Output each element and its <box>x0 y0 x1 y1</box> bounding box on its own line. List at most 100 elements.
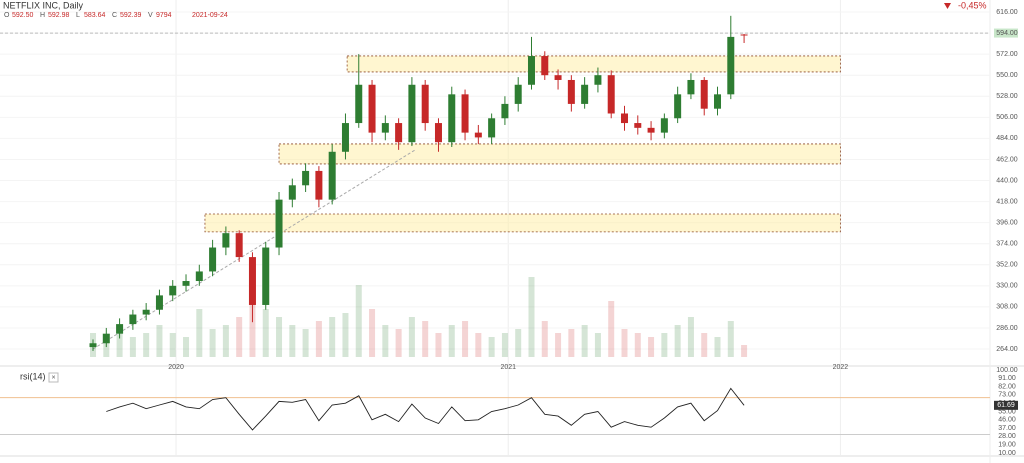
candle-body <box>341 123 349 152</box>
candle-body <box>222 233 230 248</box>
trendline <box>92 149 416 350</box>
candle-body <box>195 271 203 282</box>
legend-key: V <box>148 12 153 19</box>
legend-key: C <box>112 12 117 19</box>
y-tick-label: 374.00 <box>996 241 1018 248</box>
volume-bar <box>196 309 203 357</box>
y-tick-label: 264.00 <box>996 346 1018 353</box>
volume-bar <box>183 337 190 357</box>
candle-body <box>275 199 283 248</box>
candle-body <box>129 314 137 325</box>
down-arrow <box>944 3 951 9</box>
y-tick-label: 418.00 <box>996 198 1018 205</box>
volume-bar <box>674 325 681 357</box>
volume-bar <box>222 325 229 357</box>
candle-body <box>182 281 190 286</box>
candle-body <box>142 309 150 315</box>
candle-body <box>421 84 429 124</box>
volume-bar <box>448 325 455 357</box>
volume-bar <box>382 325 389 357</box>
y-tick-label: 352.00 <box>996 262 1018 269</box>
candle-body <box>381 123 389 133</box>
candle-body <box>700 79 708 109</box>
legend-key: H <box>40 12 45 19</box>
volume-bar <box>488 337 495 357</box>
volume-bar <box>608 301 615 357</box>
volume-bar <box>661 333 668 357</box>
volume-bar <box>302 329 309 357</box>
volume-bar <box>116 329 123 357</box>
volume-bar <box>169 333 176 357</box>
candle-body <box>395 123 403 143</box>
candle-body <box>514 84 522 104</box>
candle-body <box>155 295 163 310</box>
candle-body <box>355 84 363 124</box>
x-tick-label: 2020 <box>168 364 184 371</box>
candle-body <box>554 75 562 80</box>
y-tick-label: 484.00 <box>996 135 1018 142</box>
rsi-tick-label: 55.00 <box>998 408 1016 415</box>
candle-body <box>368 84 376 133</box>
candle-body <box>620 113 628 124</box>
volume-bar <box>528 277 535 357</box>
volume-bar <box>129 337 136 357</box>
candle-body <box>448 94 456 143</box>
candle-body <box>169 285 177 296</box>
volume-bar <box>236 317 243 357</box>
volume-bar <box>515 329 522 357</box>
zone <box>204 213 841 233</box>
volume-bar <box>315 321 322 357</box>
candle-body <box>634 123 642 128</box>
rsi-tick-label: 100.00 <box>996 367 1018 374</box>
volume-bar <box>621 329 628 357</box>
volume-bar <box>462 321 469 357</box>
volume-bar <box>475 333 482 357</box>
rsi-tick-label: 37.00 <box>998 425 1016 432</box>
candle-body <box>567 79 575 104</box>
rsi-tick-label: 73.00 <box>998 392 1016 399</box>
candle-body <box>116 324 124 334</box>
change: -0,45% <box>958 0 987 10</box>
volume-bar <box>262 309 269 357</box>
volume-bar <box>701 333 708 357</box>
y-tick-label: 308.00 <box>996 304 1018 311</box>
y-tick-label: 550.00 <box>996 72 1018 79</box>
volume-bar <box>355 285 362 357</box>
rsi-title: rsi(14) <box>20 371 46 381</box>
y-tick-label: 528.00 <box>996 93 1018 100</box>
legend-key: L <box>76 12 80 19</box>
volume-bar <box>369 309 376 357</box>
y-tick-label: 286.00 <box>996 325 1018 332</box>
volume-bar <box>329 317 336 357</box>
volume-bar <box>422 321 429 357</box>
volume-bar <box>568 329 575 357</box>
rsi-tick-label: 28.00 <box>998 433 1016 440</box>
volume-bar <box>687 317 694 357</box>
rsi-tick-label: 46.00 <box>998 417 1016 424</box>
zone <box>346 55 841 73</box>
candle-body <box>474 132 482 138</box>
y-tick-label: 330.00 <box>996 283 1018 290</box>
y-tick-label: 462.00 <box>996 156 1018 163</box>
y-tick-label: 440.00 <box>996 177 1018 184</box>
rsi-tick-label: 82.00 <box>998 383 1016 390</box>
rsi-current-label: 61.69 <box>997 402 1015 409</box>
candle-body <box>687 79 695 95</box>
rsi-line <box>106 387 745 431</box>
close-button[interactable] <box>48 372 59 383</box>
candle-body <box>89 343 97 348</box>
legend-value: 592.39 <box>120 12 142 19</box>
candle-body <box>488 118 496 138</box>
volume-bar <box>594 333 601 357</box>
candle-body <box>660 118 668 133</box>
candle-body <box>740 34 748 36</box>
x-tick-label: 2021 <box>500 364 516 371</box>
legend-value: 583.64 <box>84 12 106 19</box>
candle-body <box>434 123 442 143</box>
legend-value: 9794 <box>156 12 172 19</box>
legend-key: O <box>4 12 10 19</box>
rsi-tick-label: 19.00 <box>998 442 1016 449</box>
candle-body <box>461 94 469 133</box>
y-tick-label: 506.00 <box>996 114 1018 121</box>
